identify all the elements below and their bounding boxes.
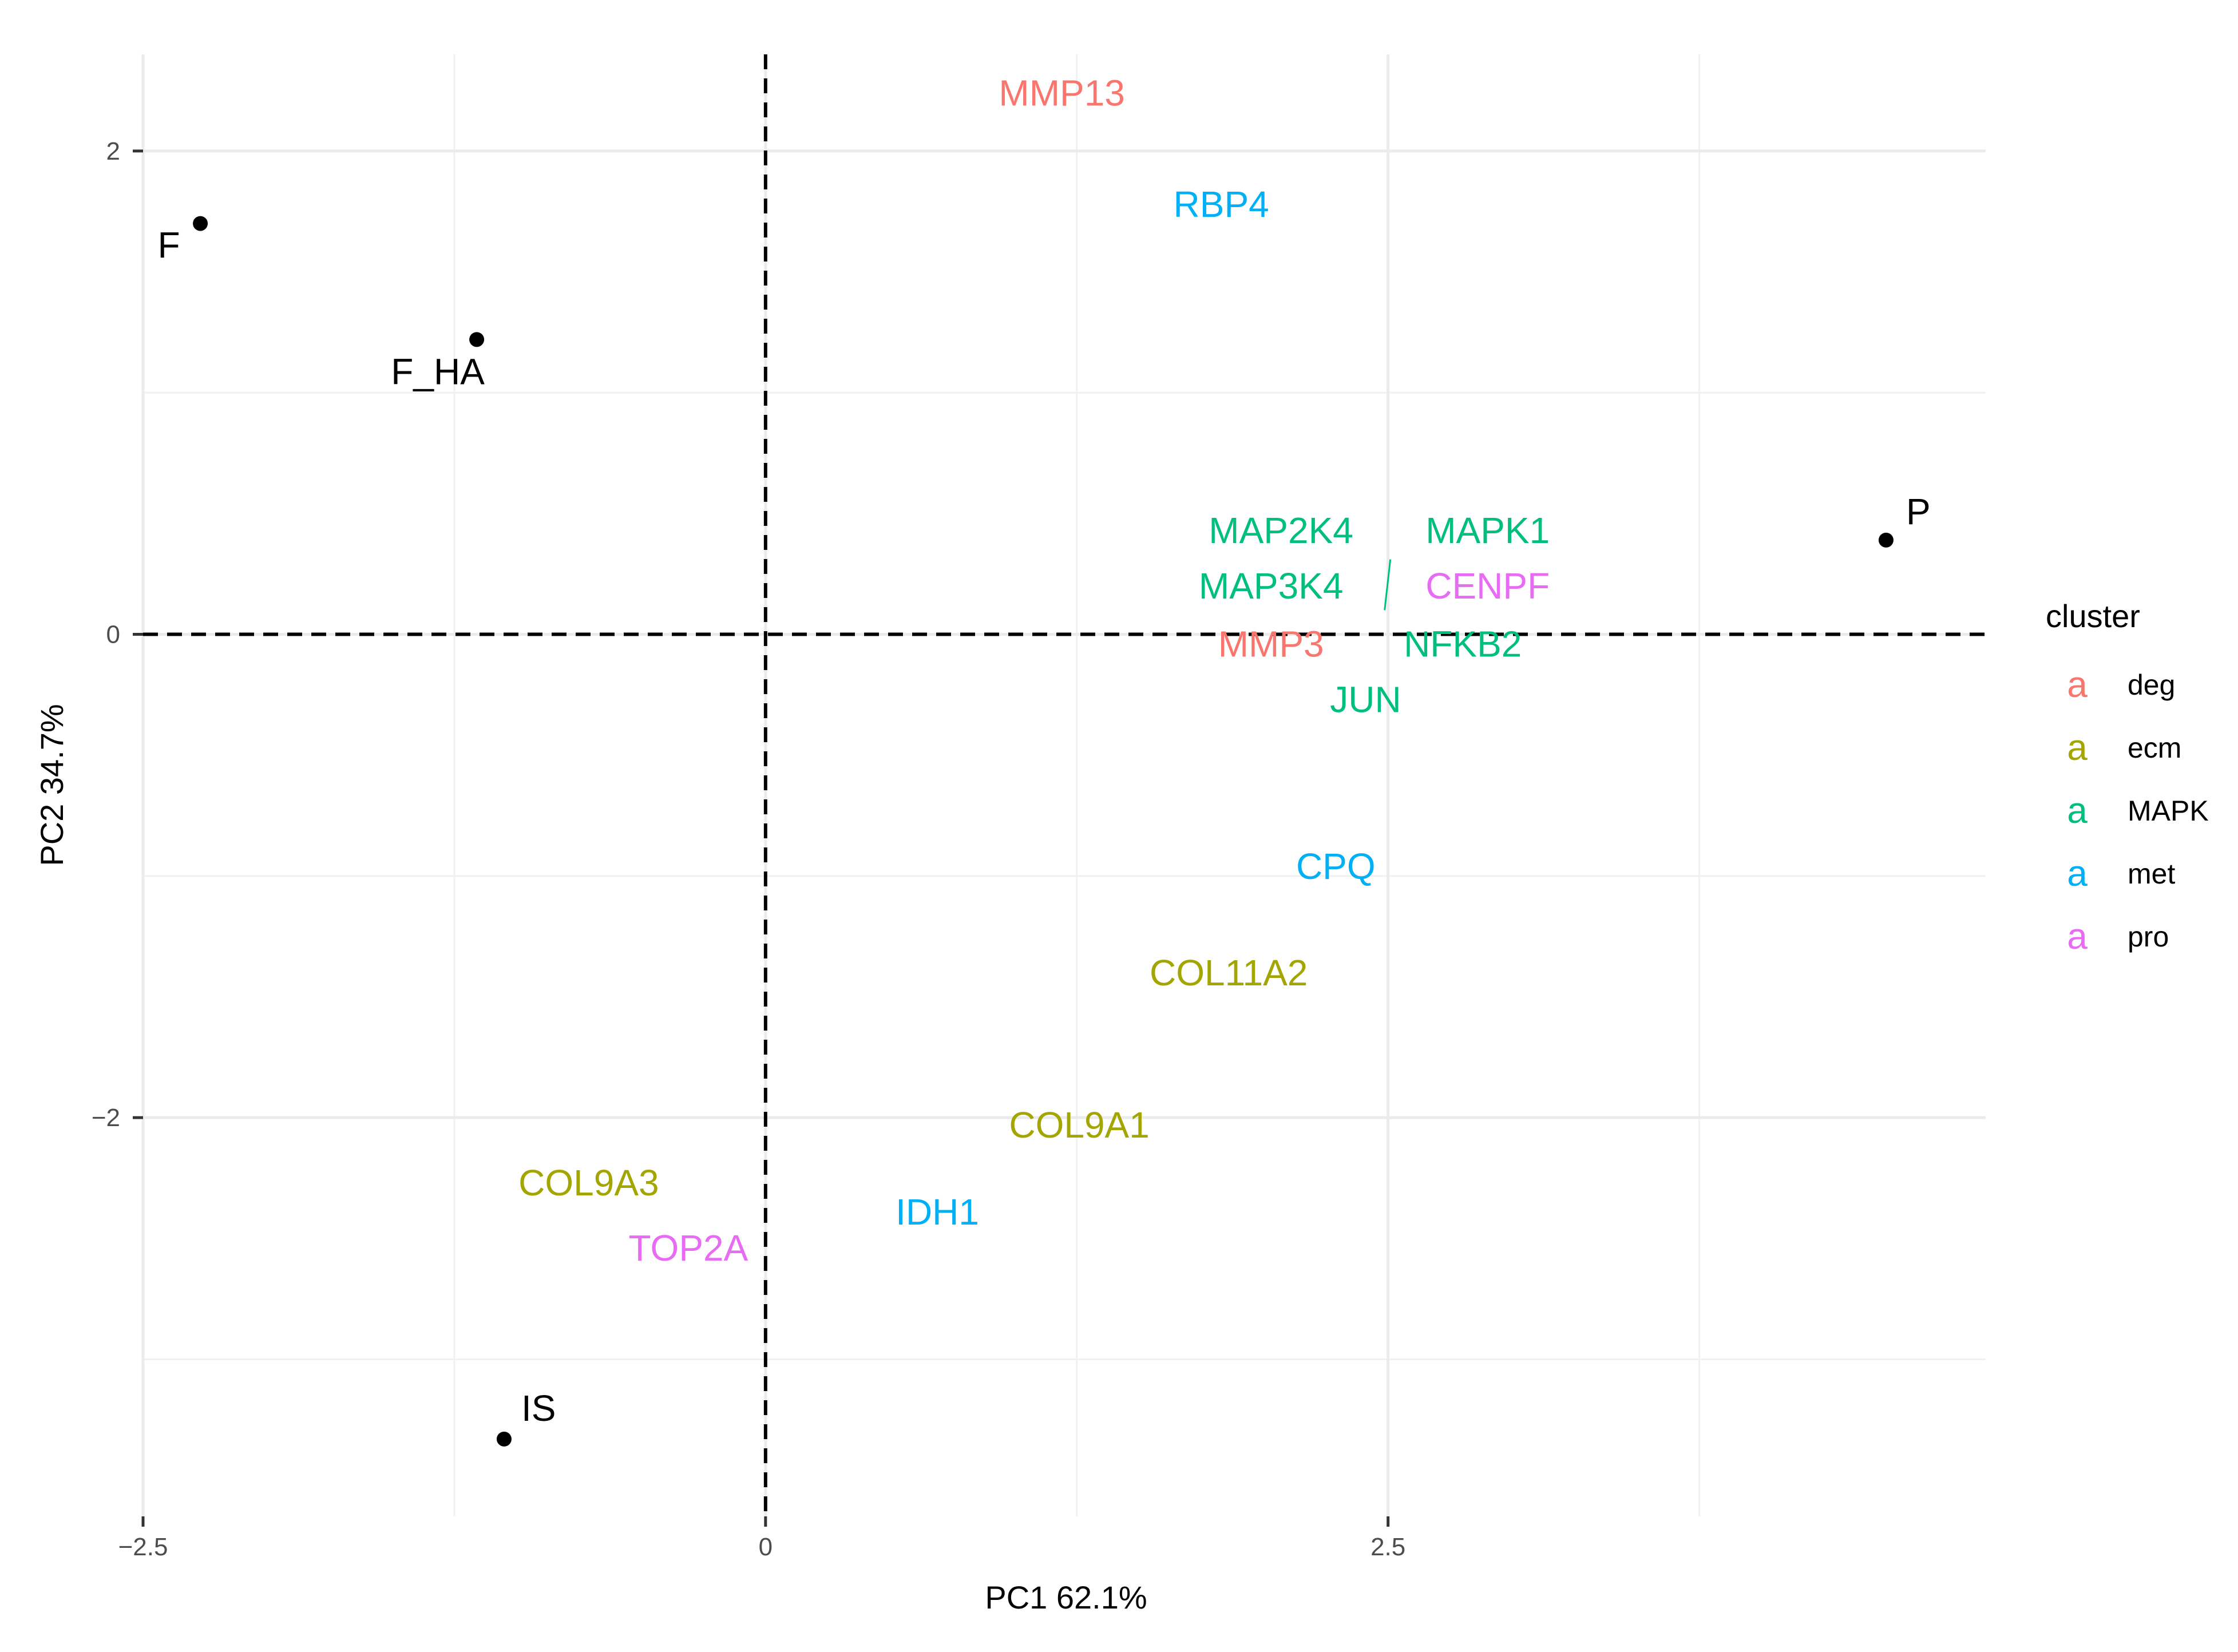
legend-key: a xyxy=(2067,727,2088,768)
gene-label: RBP4 xyxy=(1174,184,1269,225)
label-leader-line xyxy=(1384,559,1392,611)
gene-label: IDH1 xyxy=(896,1191,979,1233)
legend-key: a xyxy=(2067,790,2088,831)
gene-label: MAP3K4 xyxy=(1199,565,1344,607)
gene-label: MAPK1 xyxy=(1425,510,1550,551)
legend-label: ecm xyxy=(2128,732,2181,764)
grid-lines xyxy=(141,54,1986,1516)
plot-labels: F F_HA P IS MMP13 RBP4 MAP2K4 MAPK1 MAP3K4 CENPF M… xyxy=(158,73,1931,1429)
gene-label: CPQ xyxy=(1296,846,1376,887)
gene-label: CENPF xyxy=(1425,565,1550,607)
x-axis-title: PC1 62.1% xyxy=(985,1579,1147,1615)
legend-label: pro xyxy=(2128,921,2169,953)
legend-label: deg xyxy=(2128,669,2175,701)
y-tick-label: −2 xyxy=(92,1104,120,1132)
sample-label: IS xyxy=(521,1388,556,1429)
gene-label: MMP13 xyxy=(999,73,1125,114)
x-tick-label: −2.5 xyxy=(118,1533,168,1561)
sample-point xyxy=(1878,532,1894,548)
gene-label: COL9A1 xyxy=(1009,1104,1149,1146)
plot-marks xyxy=(193,216,1894,1447)
gene-label: MMP3 xyxy=(1218,623,1324,664)
sample-label: P xyxy=(1906,491,1931,532)
gene-label: COL9A3 xyxy=(518,1162,659,1203)
y-tick-label: 2 xyxy=(106,137,120,165)
axis-ticks: −2.5 0 2.5 −2 0 2 xyxy=(92,137,1405,1561)
gene-label: NFKB2 xyxy=(1404,623,1522,664)
legend-key: a xyxy=(2067,664,2088,705)
sample-label: F xyxy=(158,225,180,266)
x-tick-label: 2.5 xyxy=(1370,1533,1405,1561)
legend-title: cluster xyxy=(2046,598,2140,634)
legend-key: a xyxy=(2067,853,2088,894)
gene-label: TOP2A xyxy=(629,1227,748,1269)
y-tick-label: 0 xyxy=(106,621,120,649)
legend-key: a xyxy=(2067,916,2088,957)
legend: cluster a deg a ecm a MAPK a met a pro xyxy=(2046,598,2209,957)
gene-label: COL11A2 xyxy=(1150,952,1308,993)
sample-point xyxy=(193,216,208,231)
legend-label: MAPK xyxy=(2128,795,2209,827)
y-axis-title: PC2 34.7% xyxy=(34,704,70,866)
gene-label: JUN xyxy=(1330,679,1401,720)
reference-lines xyxy=(143,54,1986,1516)
sample-point xyxy=(469,332,485,347)
x-tick-label: 0 xyxy=(759,1533,773,1561)
sample-point xyxy=(496,1431,512,1447)
legend-label: met xyxy=(2128,858,2175,890)
gene-label: MAP2K4 xyxy=(1209,510,1353,551)
sample-label: F_HA xyxy=(391,351,485,392)
